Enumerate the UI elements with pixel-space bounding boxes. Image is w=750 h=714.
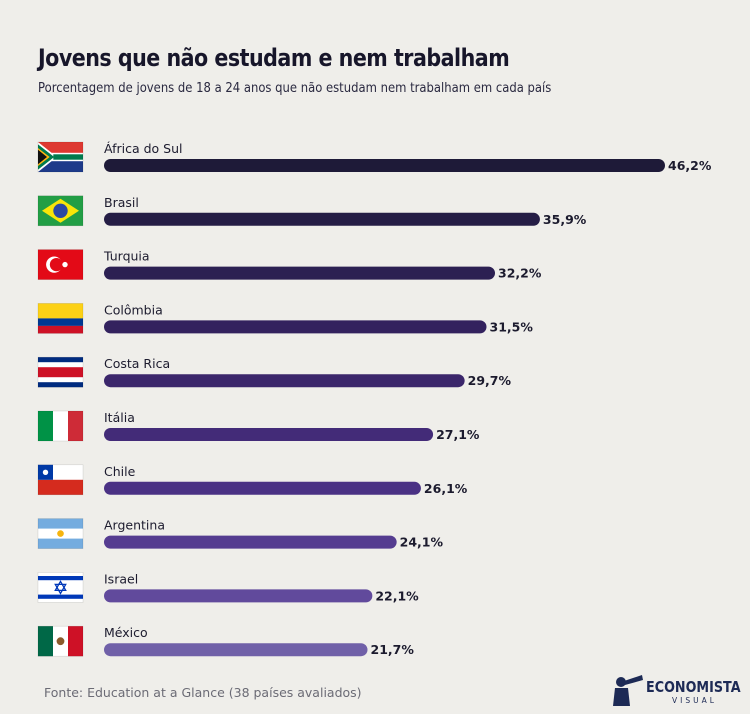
value-label: 29,7% [468, 373, 512, 388]
category-label: Brasil [104, 195, 139, 210]
brand-name: ECONOMISTA [646, 678, 741, 696]
brand-logo: ECONOMISTA VISUAL [610, 672, 741, 708]
category-label: Israel [104, 571, 138, 586]
bar [104, 428, 434, 441]
bar [104, 535, 397, 549]
category-label: Costa Rica [104, 356, 170, 371]
category-label: Argentina [104, 518, 165, 533]
bar [104, 266, 495, 280]
bar-chart: África do Sul 46,2% Brasil 35,9% Turquia 32,2… [37, 141, 712, 657]
flag-brazil-icon [37, 195, 84, 227]
flag-turkey-icon [37, 249, 84, 280]
flag-chile-icon [37, 464, 84, 496]
flag-costa-rica-icon [37, 356, 84, 388]
category-label: África do Sul [104, 141, 183, 156]
value-label: 35,9% [543, 212, 587, 227]
bar [104, 320, 487, 334]
value-label: 31,5% [490, 319, 534, 334]
chart-title: Jovens que não estudam e nem trabalham [38, 44, 510, 72]
flag-colombia-icon [37, 303, 84, 334]
category-label: Chile [104, 464, 136, 479]
flag-israel-icon [37, 572, 84, 603]
source-note: Fonte: Education at a Glance (38 países … [44, 685, 362, 700]
value-label: 26,1% [424, 481, 468, 496]
category-label: Turquia [103, 249, 150, 264]
value-label: 46,2% [668, 158, 712, 173]
value-label: 27,1% [436, 427, 480, 442]
flag-mexico-icon [37, 625, 84, 657]
value-label: 22,1% [375, 588, 419, 603]
telescope-figure-icon [613, 675, 643, 706]
bar [104, 159, 665, 172]
bar [104, 643, 368, 657]
bar [104, 481, 421, 495]
bar [104, 374, 465, 388]
category-label: Colômbia [104, 302, 163, 317]
chart-subtitle: Porcentagem de jovens de 18 a 24 anos qu… [38, 80, 552, 96]
flag-italy-icon [37, 410, 84, 442]
value-label: 24,1% [400, 535, 444, 550]
category-label: Itália [104, 410, 135, 425]
brand-sub: VISUAL [672, 696, 717, 705]
value-label: 21,7% [371, 642, 415, 657]
value-label: 32,2% [498, 266, 542, 281]
category-label: México [104, 625, 148, 640]
flag-argentina-icon [37, 518, 84, 549]
bar [104, 212, 540, 226]
bar [104, 589, 373, 603]
flag-south-africa-icon [37, 141, 84, 173]
